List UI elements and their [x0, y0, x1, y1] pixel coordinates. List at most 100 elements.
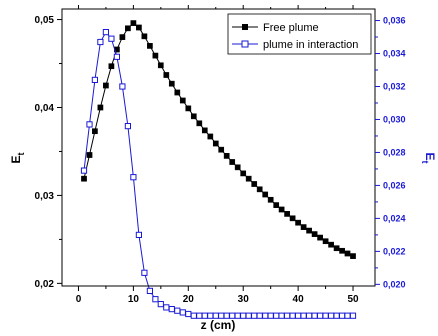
interaction-point [86, 121, 93, 128]
free-plume-point [300, 224, 307, 230]
interaction-point [157, 301, 164, 308]
free-plume-point [141, 33, 148, 40]
interaction-point [185, 310, 192, 318]
interaction-point [135, 231, 143, 239]
free-plume-point [344, 250, 351, 257]
interaction-point [322, 312, 329, 319]
interaction-point [245, 312, 252, 319]
free-plume-point [190, 113, 197, 120]
interaction-point [300, 312, 307, 319]
interaction-point [262, 312, 269, 319]
free-plume-point [223, 153, 230, 159]
interaction-point [141, 269, 148, 276]
interaction-point [295, 312, 302, 319]
right-axis-ticks: 0,020 0,022 0,024 0,026 0,028 0,030 0,032 0,034… [375, 16, 406, 289]
free-plume-point [157, 62, 164, 69]
free-plume-point [86, 152, 93, 158]
interaction-point [152, 296, 159, 303]
legend-label-free-plume: Free plume [263, 22, 319, 34]
free-plume-point [174, 89, 181, 96]
interaction-point [311, 312, 318, 319]
x-tick-label: 10 [128, 294, 140, 305]
right-tick-label: 0,028 [383, 147, 406, 157]
right-tick-label: 0,032 [383, 81, 406, 91]
interaction-point [328, 312, 335, 319]
free-plume-point [152, 52, 159, 59]
interaction-point [306, 312, 313, 319]
interaction-point [163, 304, 170, 311]
right-tick-label: 0,030 [383, 114, 406, 124]
right-tick-label: 0,020 [383, 279, 406, 289]
interaction-point [240, 312, 247, 319]
interaction-point [80, 167, 88, 174]
free-plume-point [103, 82, 109, 89]
interaction-point [97, 38, 104, 46]
free-plume-point [97, 104, 104, 111]
interaction-point [289, 312, 296, 319]
free-plume-point [328, 241, 334, 248]
free-plume-point [179, 97, 186, 104]
free-plume-point [212, 140, 219, 147]
right-tick-label: 0,034 [383, 49, 406, 59]
free-plume-point [251, 181, 258, 187]
free-plume-point [168, 80, 175, 87]
interaction-point [251, 312, 258, 319]
x-tick-label: 50 [347, 294, 359, 305]
interaction-point [349, 312, 357, 319]
free-plume-point [240, 170, 247, 177]
interaction-point [339, 312, 346, 319]
interaction-point [344, 312, 351, 319]
free-plume-point [317, 234, 323, 241]
free-plume-point [284, 211, 290, 217]
free-plume-point [229, 159, 236, 165]
left-tick-label: 0,02 [35, 279, 55, 290]
free-plume-point [136, 24, 142, 31]
left-axis-title-main: E [9, 155, 23, 163]
interaction-point [179, 309, 186, 316]
free-plume-point [81, 175, 87, 182]
interaction-point [124, 123, 132, 130]
free-plume-point [295, 219, 301, 226]
free-plume-point [125, 25, 131, 32]
legend-marker-free-plume [242, 24, 248, 30]
interaction-point [284, 312, 291, 319]
plot-frame [61, 8, 376, 287]
free-plume-point [185, 105, 192, 112]
left-axis-title-sub: t [16, 152, 26, 155]
interaction-point [317, 312, 324, 319]
legend: Free plume plume in interaction [227, 13, 372, 55]
right-axis-title: Et [420, 152, 437, 163]
x-tick-label: 0 [76, 294, 82, 305]
x-tick-label: 20 [183, 294, 195, 305]
free-plume-point [339, 247, 345, 254]
right-tick-label: 0,022 [383, 246, 406, 256]
interaction-point [91, 76, 99, 84]
free-plume-point [163, 72, 170, 78]
left-axis-ticks: 0,02 0,03 0,04 0,05 [35, 15, 62, 290]
free-plume-point [218, 146, 225, 153]
left-axis-title: Et [9, 152, 26, 163]
interaction-point [256, 312, 263, 319]
interaction-point [102, 29, 110, 36]
left-tick-label: 0,03 [35, 191, 55, 202]
x-axis-title: z (cm) [201, 318, 236, 332]
interaction-point [234, 312, 241, 319]
interaction-point [146, 287, 154, 294]
left-tick-label: 0,05 [35, 15, 55, 26]
legend-label-interaction: plume in interaction [263, 39, 358, 51]
left-tick-label: 0,04 [35, 103, 55, 114]
right-tick-label: 0,026 [383, 180, 406, 190]
free-plume-point [256, 186, 263, 193]
free-plume-point [350, 253, 356, 259]
free-plume-point [207, 133, 214, 140]
free-plume-point [201, 127, 208, 134]
free-plume-point [130, 20, 137, 26]
interaction-point [278, 312, 285, 319]
free-plume-point [333, 245, 340, 252]
free-plume-point [196, 120, 203, 127]
free-plume-point [262, 191, 269, 198]
free-plume-point [267, 196, 274, 203]
interaction-series [80, 29, 357, 319]
free-plume-point [311, 231, 318, 237]
